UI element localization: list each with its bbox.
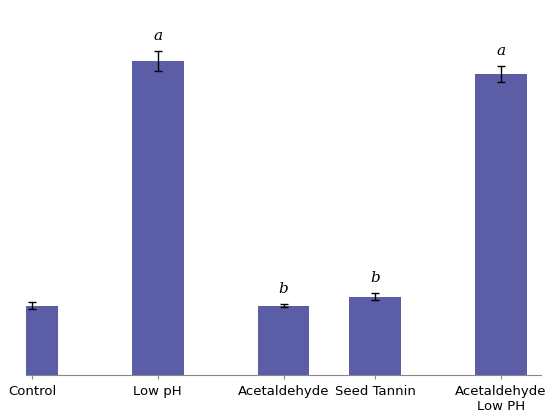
Bar xyxy=(132,61,184,375)
Text: a: a xyxy=(497,44,506,58)
Text: b: b xyxy=(370,271,380,285)
Bar xyxy=(6,306,58,375)
Text: b: b xyxy=(279,282,288,296)
Bar xyxy=(475,74,527,375)
Text: a: a xyxy=(153,29,162,43)
Bar xyxy=(258,306,309,375)
Bar xyxy=(349,297,401,375)
